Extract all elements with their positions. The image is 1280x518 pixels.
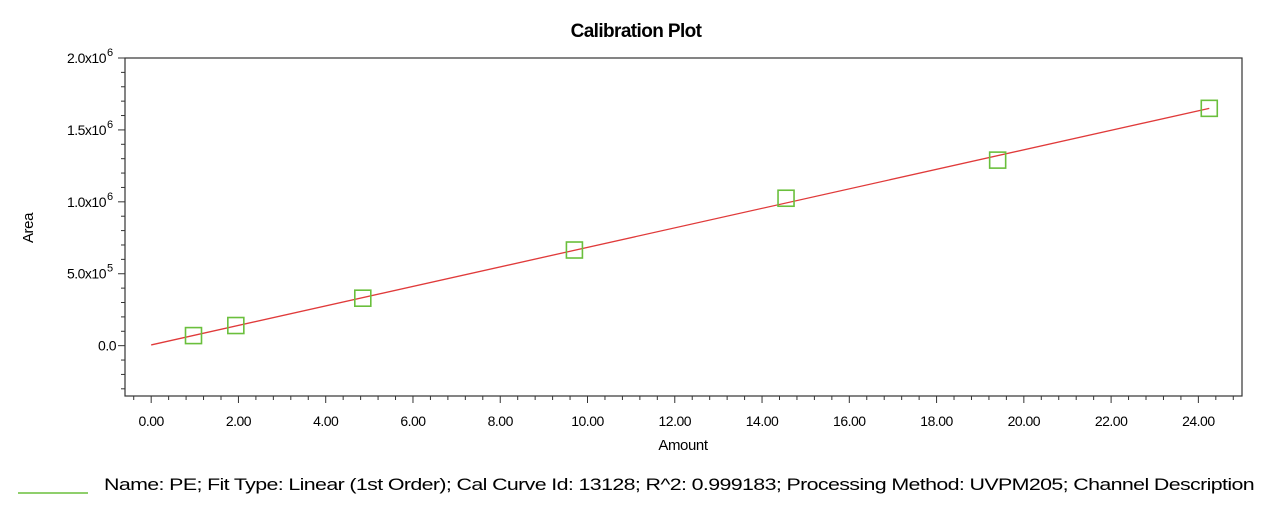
data-point <box>227 316 245 335</box>
x-tick-label: 22.00 <box>1095 413 1128 429</box>
y-tick-label: 5.0x10 <box>67 266 107 282</box>
y-tick-label: 1.5x10 <box>67 122 107 138</box>
x-axis-label: Amount <box>658 437 709 454</box>
y-tick-label: 0.0 <box>98 338 117 354</box>
x-tick-label: 12.00 <box>659 413 692 429</box>
data-points-layer <box>184 99 1219 345</box>
y-axis: 0.05.0x10 51.0x10 61.5x10 62.0x10 6 <box>67 47 125 390</box>
x-tick-label: 10.00 <box>571 413 604 429</box>
y-tick-label: 1.0x10 <box>67 194 107 210</box>
data-point <box>988 151 1007 169</box>
x-tick-label: 20.00 <box>1008 413 1041 429</box>
plot-frame <box>124 57 1243 397</box>
data-point <box>184 326 203 345</box>
data-point <box>565 241 584 259</box>
fit-line <box>151 107 1210 346</box>
legend-text: Name: PE; Fit Type: Linear (1st Order); … <box>104 475 1254 494</box>
x-tick-label: 18.00 <box>920 413 953 429</box>
y-axis-label: Area <box>20 212 37 243</box>
x-tick-label: 16.00 <box>833 413 866 429</box>
chart-title: Calibration Plot <box>571 21 703 42</box>
data-point <box>1200 99 1219 118</box>
y-tick-exponent: 6 <box>107 119 113 131</box>
x-tick-label: 24.00 <box>1182 413 1215 429</box>
y-tick-exponent: 6 <box>107 47 113 59</box>
x-tick-label: 0.00 <box>139 413 165 429</box>
x-tick-label: 8.00 <box>488 413 514 429</box>
y-tick-exponent: 6 <box>107 191 113 203</box>
data-point <box>353 289 372 307</box>
x-tick-label: 14.00 <box>746 413 779 429</box>
y-tick-exponent: 5 <box>107 263 113 275</box>
fit-line-layer <box>151 107 1210 346</box>
x-tick-label: 6.00 <box>400 413 426 429</box>
x-axis: 0.00 2.00 4.00 6.00 8.00 10.00 12.00 14.00 16.00… <box>133 396 1234 429</box>
x-tick-label: 2.00 <box>226 413 252 429</box>
y-tick-label: 2.0x10 <box>67 50 107 66</box>
x-tick-label: 4.00 <box>313 413 339 429</box>
data-point <box>777 189 795 208</box>
legend: Name: PE; Fit Type: Linear (1st Order); … <box>18 475 1255 494</box>
